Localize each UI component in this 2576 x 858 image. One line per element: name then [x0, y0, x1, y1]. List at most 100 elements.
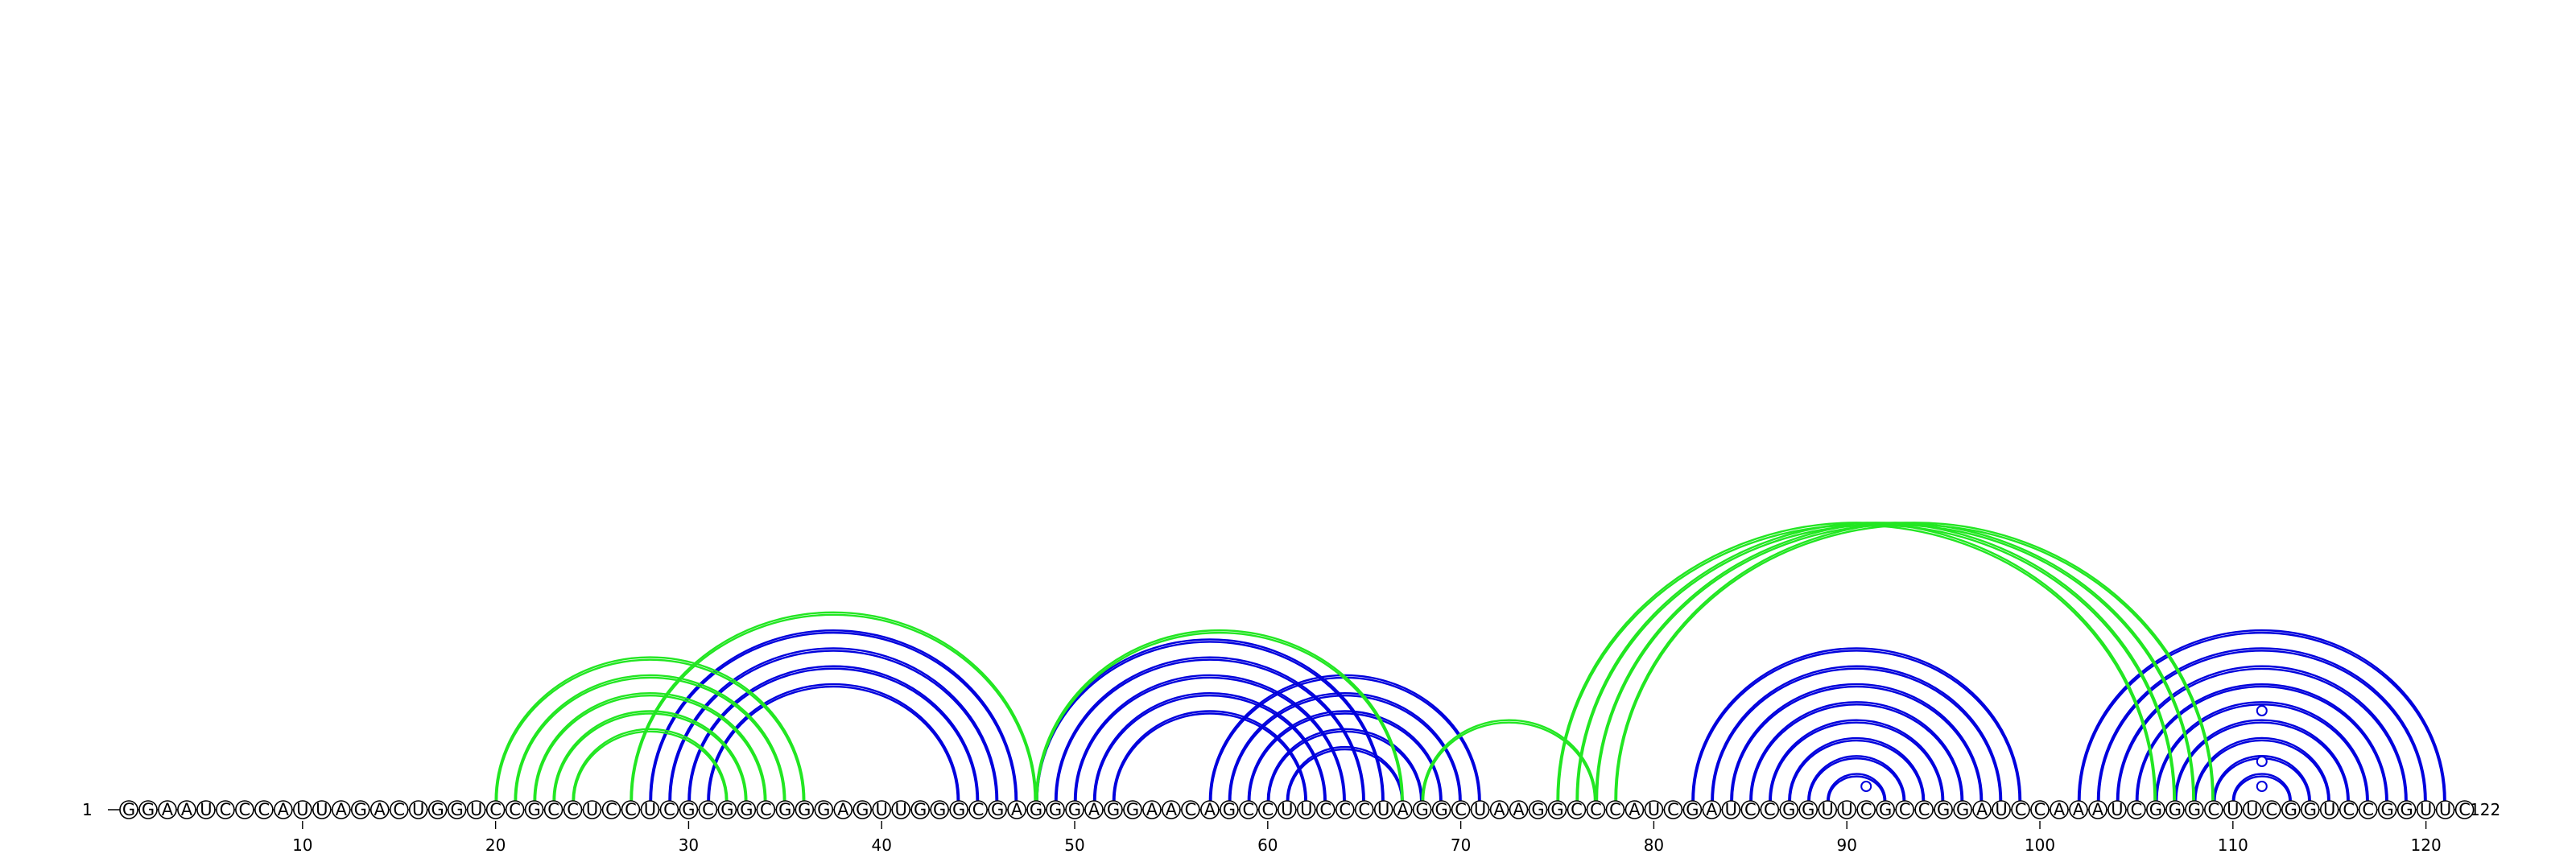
nucleotide-letter: G	[1107, 800, 1120, 819]
base-pair-arc-blue	[1691, 647, 2022, 802]
hairpin-markers	[1860, 705, 2268, 792]
base-pair-arc-blue	[2194, 739, 2330, 802]
nucleotide-letter: C	[1918, 800, 1930, 819]
nucleotide: A	[1489, 800, 1509, 819]
nucleotide: U	[1373, 800, 1393, 819]
nucleotide: G	[1412, 800, 1432, 819]
nucleotide-circle	[1818, 800, 1838, 819]
nucleotide-letter: G	[740, 800, 753, 819]
nucleotide-circle	[1470, 800, 1490, 819]
nucleotide: G	[814, 800, 834, 819]
nucleotide-circle	[1065, 800, 1084, 819]
nucleotide: G	[1876, 800, 1895, 819]
nucleotide-letter: U	[876, 800, 888, 819]
nucleotide-circle	[2243, 800, 2262, 819]
nucleotide: G	[930, 800, 949, 819]
position-ticks: 10 20 30 40 50 60 70 80 90 100 110 120	[292, 821, 2442, 855]
nucleotide-letter: C	[1590, 800, 1602, 819]
nucleotide-circle	[930, 800, 949, 819]
base-pair-arc-green	[494, 656, 806, 802]
nucleotide: C	[2204, 800, 2223, 819]
nucleotide-letter: G	[914, 800, 927, 819]
nucleotide: G	[852, 800, 873, 819]
base-pair-arc-blue	[1073, 674, 1346, 802]
nucleotide-letter: C	[2208, 800, 2220, 819]
nucleotide-letter: C	[220, 800, 232, 819]
base-pair-arc-green	[1614, 522, 2215, 802]
nucleotide: G	[1104, 800, 1123, 819]
nucleotide-circle	[1335, 800, 1355, 819]
nucleotide-circle	[1760, 800, 1780, 819]
nucleotide: A	[177, 800, 196, 819]
nucleotide-letter: C	[1319, 800, 1331, 819]
nucleotide-letter: U	[412, 800, 424, 819]
nucleotide-circle	[505, 800, 525, 819]
nucleotide-letter: C	[393, 800, 405, 819]
nucleotide: G	[1953, 800, 1972, 819]
nucleotide: C	[2454, 800, 2475, 819]
nucleotide-circle	[1489, 800, 1509, 819]
tick-label: 20	[485, 835, 506, 855]
nucleotide-circle	[891, 800, 910, 819]
nucleotide: G	[1220, 800, 1239, 819]
hairpin-marker	[2256, 781, 2268, 792]
base-pair-arc-green	[1421, 719, 1597, 802]
base-pair-arc-blue	[2079, 632, 2446, 802]
nucleotide-circle	[1934, 800, 1953, 819]
nucleotide-letter: G	[1049, 800, 1062, 819]
nucleotide-circle	[2030, 800, 2050, 819]
nucleotide: A	[274, 800, 293, 819]
nucleotide: A	[369, 800, 390, 819]
nucleotide-letter: C	[2265, 800, 2277, 819]
nucleotide-circle	[1104, 800, 1123, 819]
nucleotide-letter: C	[1185, 800, 1197, 819]
nucleotide: C	[1239, 800, 1258, 819]
base-pair-arc-blue	[1268, 730, 1422, 802]
nucleotide: C	[621, 800, 641, 819]
nucleotide-circle	[1354, 800, 1374, 819]
nucleotide-letter: G	[1030, 800, 1042, 819]
nucleotide-letter: C	[1243, 800, 1255, 819]
nucleotide-letter: A	[374, 800, 386, 819]
nucleotide-letter: U	[1300, 800, 1312, 819]
base-pair-arc-blue	[1827, 773, 1887, 802]
nucleotide-circle	[2165, 800, 2185, 819]
nucleotide: U	[466, 800, 486, 819]
base-pair-arc-blue	[1730, 683, 1984, 802]
nucleotide-letter: G	[1550, 800, 1563, 819]
base-pair-arc-blue	[1731, 685, 1982, 802]
nucleotide: C	[698, 800, 718, 819]
nucleotide: C	[2261, 800, 2281, 819]
nucleotide-letter: G	[1782, 800, 1795, 819]
nucleotide: C	[485, 800, 506, 819]
nucleotide: C	[216, 800, 235, 819]
nucleotide: U	[640, 800, 660, 819]
nucleotide-circle	[2146, 800, 2165, 819]
base-pair-arc-blue	[2193, 736, 2330, 802]
nucleotide-circle	[1278, 800, 1297, 819]
nucleotide-letter: C	[2034, 800, 2046, 819]
nucleotide-circle	[1296, 800, 1316, 819]
nucleotide-letter: U	[1725, 800, 1737, 819]
nucleotide-letter: G	[2169, 800, 2182, 819]
base-pair-arc-blue	[708, 685, 959, 802]
nucleotide: U	[1470, 800, 1490, 819]
nucleotide-letter: U	[1995, 800, 2007, 819]
nucleotide-circle	[1972, 800, 1992, 819]
nucleotide: G	[717, 800, 737, 819]
nucleotide-circle	[196, 800, 216, 819]
base-pair-arc-blue	[2077, 629, 2446, 802]
nucleotide: C	[2127, 800, 2146, 819]
nucleotide-letter: U	[1474, 800, 1486, 819]
nucleotide: G	[350, 800, 370, 819]
nucleotide: C	[1663, 800, 1683, 819]
nucleotide-circle	[2185, 800, 2204, 819]
base-pair-arc-blue	[1229, 695, 1461, 802]
base-pair-arc-green	[1034, 629, 1404, 802]
nucleotide-circle	[640, 800, 660, 819]
nucleotide-circle	[350, 800, 370, 819]
nucleotide-circle	[1258, 800, 1278, 819]
tick-label: 110	[2218, 835, 2248, 855]
nucleotide-circle	[621, 800, 641, 819]
nucleotide-letter: A	[181, 800, 193, 819]
